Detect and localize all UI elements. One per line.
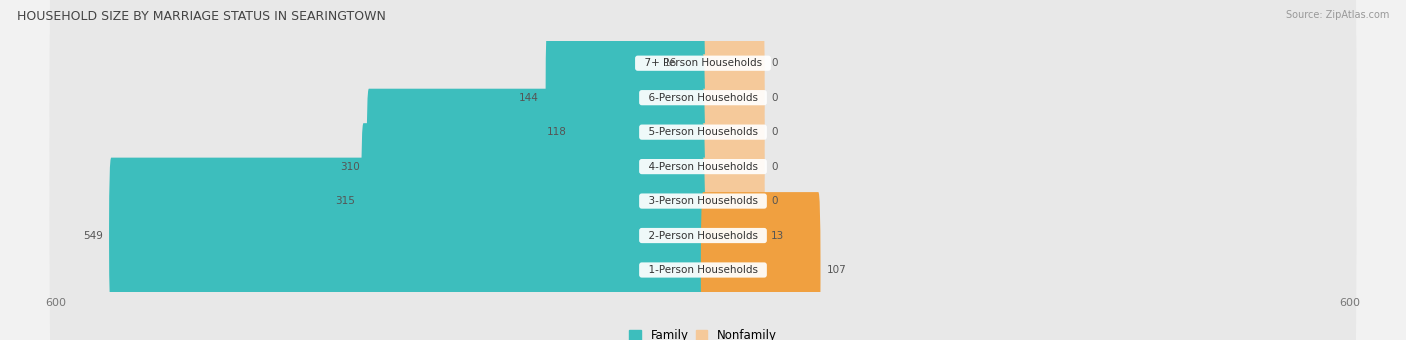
Text: 3-Person Households: 3-Person Households — [641, 196, 765, 206]
Text: 6-Person Households: 6-Person Households — [641, 93, 765, 103]
Text: 107: 107 — [827, 265, 846, 275]
FancyBboxPatch shape — [700, 158, 765, 313]
FancyBboxPatch shape — [700, 123, 765, 279]
FancyBboxPatch shape — [49, 47, 1357, 340]
Text: 0: 0 — [770, 196, 778, 206]
FancyBboxPatch shape — [574, 54, 706, 210]
Text: 310: 310 — [340, 162, 360, 172]
FancyBboxPatch shape — [49, 0, 1357, 251]
FancyBboxPatch shape — [361, 123, 706, 279]
FancyBboxPatch shape — [683, 0, 706, 141]
FancyBboxPatch shape — [49, 13, 1357, 320]
Text: Source: ZipAtlas.com: Source: ZipAtlas.com — [1285, 10, 1389, 20]
FancyBboxPatch shape — [700, 0, 765, 141]
Text: 0: 0 — [770, 127, 778, 137]
Text: 13: 13 — [770, 231, 785, 240]
FancyBboxPatch shape — [700, 192, 821, 340]
Text: 144: 144 — [519, 93, 538, 103]
FancyBboxPatch shape — [49, 116, 1357, 340]
Text: 16: 16 — [664, 58, 678, 68]
Text: 1-Person Households: 1-Person Households — [641, 265, 765, 275]
Legend: Family, Nonfamily: Family, Nonfamily — [630, 329, 776, 340]
FancyBboxPatch shape — [700, 89, 765, 244]
FancyBboxPatch shape — [49, 82, 1357, 340]
Text: 0: 0 — [770, 58, 778, 68]
Text: 118: 118 — [547, 127, 567, 137]
Text: 2-Person Households: 2-Person Households — [641, 231, 765, 240]
Text: 4-Person Households: 4-Person Households — [641, 162, 765, 172]
Text: 7+ Person Households: 7+ Person Households — [638, 58, 768, 68]
Text: 0: 0 — [770, 162, 778, 172]
Text: 315: 315 — [335, 196, 354, 206]
Text: HOUSEHOLD SIZE BY MARRIAGE STATUS IN SEARINGTOWN: HOUSEHOLD SIZE BY MARRIAGE STATUS IN SEA… — [17, 10, 385, 23]
Text: 5-Person Households: 5-Person Households — [641, 127, 765, 137]
FancyBboxPatch shape — [700, 54, 765, 210]
FancyBboxPatch shape — [367, 89, 706, 244]
FancyBboxPatch shape — [700, 20, 765, 175]
FancyBboxPatch shape — [49, 0, 1357, 217]
FancyBboxPatch shape — [110, 158, 706, 313]
Text: 0: 0 — [770, 93, 778, 103]
Text: 549: 549 — [83, 231, 103, 240]
FancyBboxPatch shape — [546, 20, 706, 175]
FancyBboxPatch shape — [49, 0, 1357, 286]
